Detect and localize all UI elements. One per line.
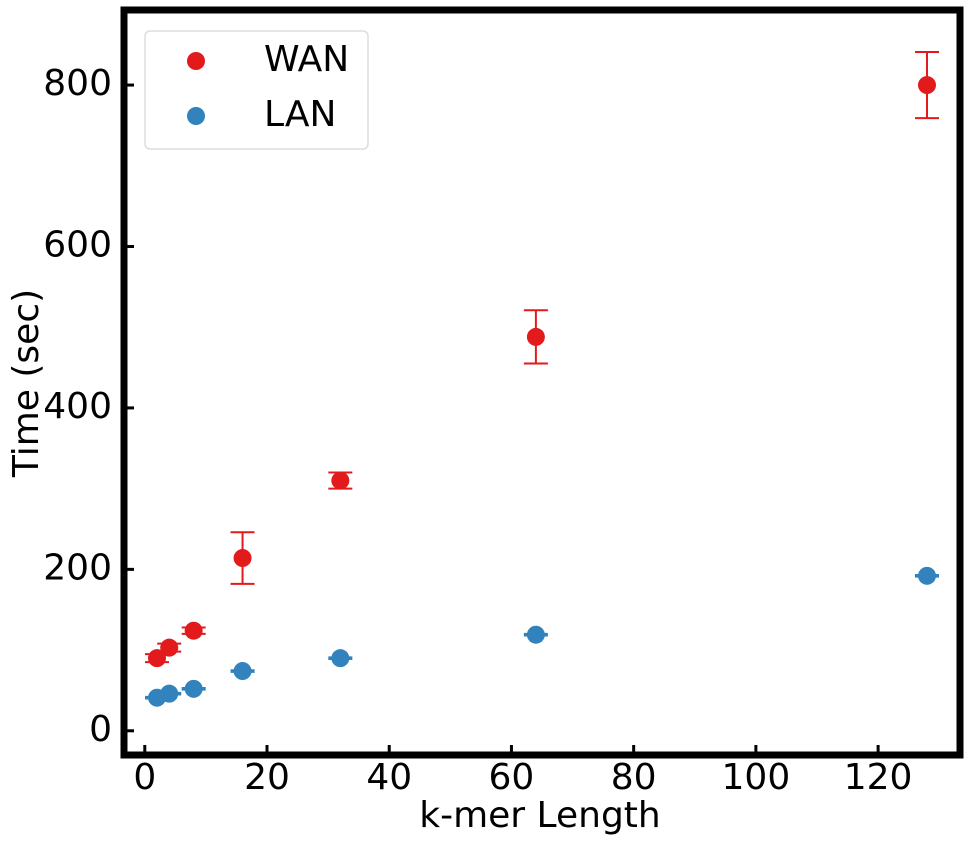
point: [233, 662, 252, 681]
y-axis-label: Time (sec): [6, 289, 47, 478]
point: [160, 638, 179, 657]
y-tick-label: 200: [43, 547, 112, 588]
x-axis-label: k-mer Length: [419, 795, 660, 836]
x-tick-label: 80: [611, 757, 657, 798]
y-tick-label: 400: [43, 386, 112, 427]
point: [233, 549, 252, 568]
y-tick-label: 800: [43, 63, 112, 104]
legend-label: LAN: [264, 94, 336, 135]
x-tick-label: 100: [722, 757, 791, 798]
point: [526, 327, 545, 346]
plot-frame: [120, 6, 964, 759]
point: [160, 684, 179, 703]
legend-marker: [187, 52, 205, 70]
x-tick-label: 20: [244, 757, 290, 798]
point: [184, 679, 203, 698]
point: [148, 649, 166, 668]
point: [331, 471, 350, 490]
legend-label: WAN: [264, 39, 349, 80]
legend-marker: [187, 107, 205, 125]
point: [918, 566, 936, 585]
x-tick-label: 40: [366, 757, 412, 798]
point: [184, 621, 203, 640]
point: [331, 649, 350, 668]
point: [526, 625, 545, 644]
y-tick-label: 0: [89, 709, 112, 750]
y-tick-label: 600: [43, 224, 112, 265]
point: [918, 76, 936, 95]
x-tick-label: 120: [844, 757, 913, 798]
x-tick-label: 60: [489, 757, 535, 798]
x-tick-label: 0: [133, 757, 156, 798]
